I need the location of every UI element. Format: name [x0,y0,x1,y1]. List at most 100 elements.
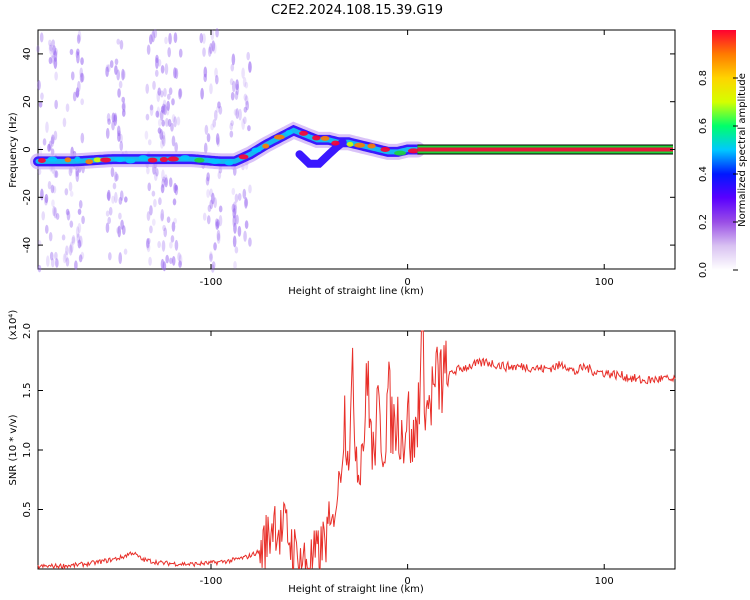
heatmap-speckle [243,106,248,113]
heatmap-speckle [168,177,173,188]
heatmap-speckle [243,93,248,101]
heatmap-speckle [53,207,58,219]
heatmap-speckle [119,39,124,50]
heatmap-speckle [212,42,217,54]
heatmap-speckle [231,53,236,66]
heatmap-speckle [45,255,50,267]
heatmap-speckle [232,208,237,219]
heatmap-speckle [62,117,67,128]
heatmap-speckle [169,257,173,264]
y-tick-label: 1.0 [22,442,33,458]
heatmap-speckle [244,196,248,209]
heatmap-speckle [213,110,218,121]
heatmap-speckle [211,261,216,269]
heatmap-speckle [38,101,43,108]
heatmap-speckle [200,87,204,100]
track-blob [331,140,340,146]
heatmap-speckle [69,220,74,228]
heatmap-speckle [155,57,159,70]
heatmap-speckle [235,108,239,119]
heatmap-speckle [163,227,168,238]
y-tick-label: 2.0 [22,323,33,339]
heatmap-speckle [244,220,249,229]
heatmap-speckle [218,205,223,213]
heatmap-speckle [248,237,252,247]
heatmap-speckle [76,34,81,44]
heatmap-speckle [160,90,164,98]
heatmap-speckle [167,47,171,58]
heatmap-speckle [206,189,210,198]
heatmap-speckle [47,181,52,190]
heatmap-speckle [202,33,206,44]
heatmap-speckle [166,93,171,100]
heatmap-speckle [172,198,177,206]
heatmap-speckle [214,67,218,78]
heatmap-speckle [229,122,234,131]
heatmap-speckle [217,101,221,109]
heatmap-speckle [116,38,121,45]
heatmap-speckle [50,50,55,58]
heatmap-speckle [247,125,251,132]
heatmap-speckle [105,222,110,233]
heatmap-speckle [68,244,73,256]
snr-panel: -100 0 100 2.0 1.5 1.0 0.5 Height of straight … [8,310,676,595]
heatmap-speckle [117,225,122,238]
heatmap-speckle [173,32,178,44]
heatmap-speckle [118,252,123,265]
heatmap-speckle [44,224,49,234]
heatmap-speckle [75,166,79,177]
heatmap-speckle [245,100,250,111]
heatmap-speckle [39,32,44,43]
track-blob [85,159,94,165]
heatmap-speckle [123,248,128,255]
heatmap-speckle [162,99,167,108]
heatmap-speckle [69,190,74,197]
heatmap-speckle [41,211,46,221]
heatmap-speckle [244,81,249,89]
heatmap-speckle [117,132,121,142]
heatmap-speckle [119,140,124,152]
heatmap-speckle [168,87,173,95]
heatmap-speckle [108,252,112,261]
colorbar-tick-label: 0.4 [698,166,709,182]
heatmap-speckle [153,171,158,181]
heatmap-speckle [161,169,165,181]
heatmap-speckle [161,240,166,252]
heatmap-speckle [173,116,177,128]
heatmap-speckle [75,90,80,97]
track-blob [285,130,293,136]
heatmap-speckle [160,105,165,113]
heatmap-speckle [146,238,150,249]
heatmap-speckle [170,235,175,243]
heatmap-speckle [74,260,78,270]
heatmap-speckle [157,118,162,127]
heatmap-speckle [215,28,219,38]
heatmap-speckle [178,48,183,58]
x-tick-label: -100 [200,277,223,288]
heatmap-speckle [47,143,51,151]
heatmap-speckle [216,137,221,147]
heatmap-speckle [52,45,56,56]
heatmap-speckle [209,251,213,260]
track-blob [320,135,330,141]
heatmap-speckle [50,258,55,268]
heatmap-speckle [169,241,173,249]
heatmap-speckle [78,200,83,209]
heatmap-speckle [171,255,176,266]
heatmap-speckle [80,72,85,83]
heatmap-speckle [159,129,164,141]
heatmap-speckle [66,210,71,221]
track-blob [209,159,221,165]
heatmap-speckle [229,78,234,86]
heatmap-speckle [173,182,177,194]
heatmap-speckle [54,99,58,110]
heatmap-speckle [105,66,109,78]
heatmap-speckle [79,67,84,78]
track-blob [167,156,179,162]
colorbar-tick-label: 0.0 [698,262,709,278]
track-blob [180,155,190,161]
y-tick-label: -40 [22,237,33,253]
heatmap-speckle [76,48,80,56]
heatmap-speckle [147,139,152,146]
heatmap-speckle [111,195,115,204]
